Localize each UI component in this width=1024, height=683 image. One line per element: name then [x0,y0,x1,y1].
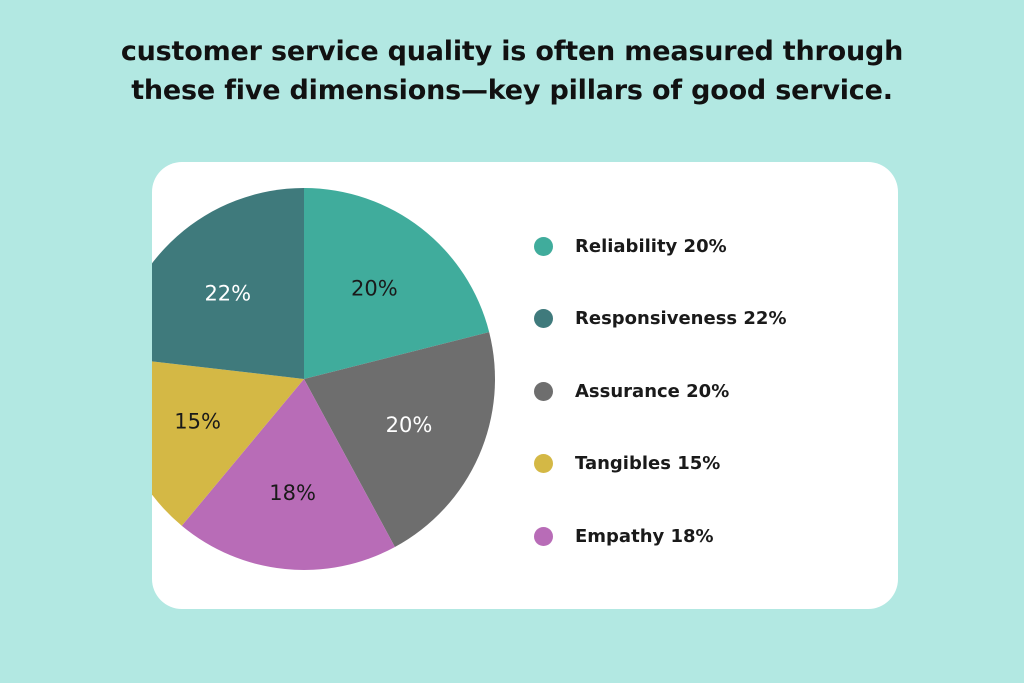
legend-label-assurance: Assurance 20% [575,380,730,402]
legend-item-reliability: Reliability 20% [534,228,786,264]
legend-item-empathy: Empathy 18% [534,518,786,554]
legend-swatch-tangibles [534,454,553,473]
pie-chart: 20% 20% 18% 15% 22% [152,188,495,570]
pie-slice-assurance [304,332,495,547]
chart-legend: Reliability 20% Responsiveness 22% Assuran… [534,228,786,591]
legend-label-responsiveness: Responsiveness 22% [575,308,787,329]
pie-label-tangibles: 15% [174,410,221,434]
pie-label-assurance: 20% [386,413,433,437]
legend-swatch-responsiveness [534,309,553,328]
legend-swatch-empathy [534,526,553,546]
pie-label-reliability: 20% [351,277,398,301]
pie-slice-responsiveness [152,188,304,379]
pie-slice-empathy [181,379,395,570]
pie-label-responsiveness: 22% [204,281,251,305]
chart-card: 20% 20% 18% 15% 22% Reliability 20% Responsiv… [152,162,898,609]
legend-item-tangibles: Tangibles 15% [534,446,786,482]
chart-title-line-1: customer service quality is often measur… [120,36,904,67]
legend-item-responsiveness: Responsiveness 22% [534,301,786,337]
pie-slice-tangibles [152,361,304,526]
legend-item-assurance: Assurance 20% [534,373,786,409]
pie-label-empathy: 18% [269,481,316,505]
legend-label-reliability: Reliability 20% [575,235,727,257]
legend-label-tangibles: Tangibles 15% [575,453,721,474]
legend-label-empathy: Empathy 18% [575,525,714,547]
legend-swatch-assurance [534,381,553,401]
pie-slice-reliability [304,188,490,379]
legend-swatch-reliability [534,236,553,256]
chart-title: customer service quality is often measur… [0,32,1024,110]
chart-title-line-2: these five dimensions—key pillars of goo… [131,75,893,107]
